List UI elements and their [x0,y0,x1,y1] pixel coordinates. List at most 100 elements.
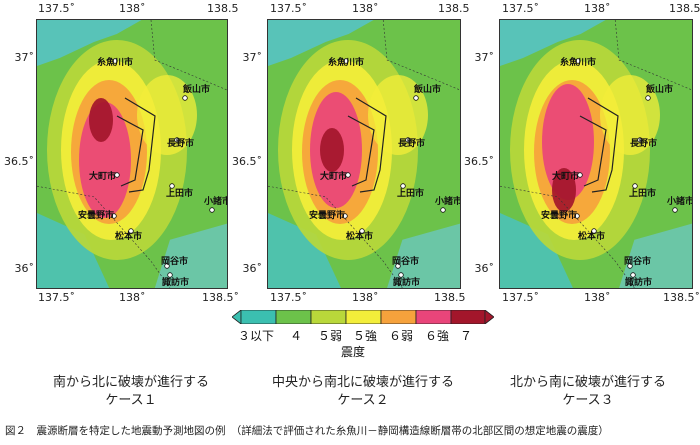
city-marker [128,228,134,234]
y-tick: 36˚ [14,262,35,275]
x-tick-top: 138˚ [352,2,379,15]
fault-segments [347,97,387,193]
y-tick: 37˚ [14,51,35,64]
city-label: 糸魚川市 [328,56,364,68]
city-label: 長野市 [630,137,657,149]
intensity-zone [137,75,197,155]
intensity-zone [368,75,428,155]
x-tick-bottom: 138˚ [119,291,146,304]
low-intensity-area [387,223,460,288]
city-marker [637,137,643,143]
legend-title: 震度 [341,345,366,359]
x-tick-bottom: 137.5˚ [502,291,539,304]
city-marker [413,95,419,101]
case-number: ケース３ [562,393,614,408]
y-tick: 36.5˚ [232,155,262,168]
city-marker [209,207,215,213]
fault-segments [579,97,619,193]
map-panel-2: 糸魚川市 飯山市 長野市 大町市 上田市 小諸市 安曇野市 松本市 岡谷市 諏訪市 [267,19,461,289]
city-label: 松本市 [115,230,142,242]
figure-caption: 図２ 震源断層を特定した地震動予測地図の例 （詳細法で評価された糸魚川－静岡構造… [5,425,609,437]
y-tick: 37˚ [242,51,263,64]
x-tick-top: 138.5 [207,2,239,15]
x-tick-bottom: 138˚ [352,291,379,304]
intensity-colorbar [232,310,494,324]
case-description: 中央から南北に破壊が進行する [271,375,454,390]
boundary-lines [268,20,460,288]
city-label: 岡谷市 [161,255,188,267]
intensity-zone [600,75,660,155]
x-tick-top: 137.5˚ [270,2,307,15]
sea-area [268,20,374,66]
city-marker [405,137,411,143]
fault-segments [116,97,156,193]
legend-label: ４ [290,329,303,343]
city-marker [632,183,638,189]
intensity-zone [552,168,576,212]
x-tick-bottom: 137.5˚ [38,291,75,304]
case-number: ケース２ [337,393,389,408]
y-tick: 37˚ [474,51,495,64]
city-label: 大町市 [552,170,579,182]
city-marker [112,58,118,64]
x-tick-bottom: 138.5 [434,291,466,304]
city-label: 長野市 [398,137,425,149]
city-label: 岡谷市 [624,255,651,267]
x-tick-bottom: 137.5˚ [270,291,307,304]
x-tick-top: 137.5˚ [38,2,75,15]
x-tick-top: 137.5˚ [502,2,539,15]
x-tick-top: 138˚ [584,2,611,15]
legend-label: ７ [460,329,473,343]
city-marker [167,272,173,278]
city-marker [342,213,348,219]
city-marker [577,172,583,178]
y-tick: 36.5˚ [4,155,34,168]
city-label: 安曇野市 [541,209,577,221]
city-label: 糸魚川市 [560,56,596,68]
city-label: 安曇野市 [78,209,114,221]
legend-label: ５強 [353,329,378,343]
sea-area [37,20,142,66]
city-label: 松本市 [346,230,373,242]
city-label: 飯山市 [413,83,441,95]
city-marker [345,172,351,178]
city-label: 安曇野市 [309,209,345,221]
intensity-zone [89,98,113,142]
city-label: 長野市 [167,137,194,149]
legend-label: ５弱 [318,329,343,343]
city-marker [440,207,446,213]
intensity-zone [320,128,344,172]
city-marker [164,263,170,269]
low-intensity-area [619,223,692,288]
legend-label: ６強 [425,329,450,343]
city-marker [114,172,120,178]
y-tick: 36˚ [242,262,263,275]
case-description: 北から南に破壊が進行する [509,375,666,390]
city-marker [359,228,365,234]
city-label: 諏訪市 [625,276,652,288]
city-marker [574,213,580,219]
case-label-2: 中央から南北に破壊が進行する ケース２ [250,374,476,410]
x-tick-bottom: 138.5˚ [202,291,239,304]
city-label: 諏訪市 [162,276,189,288]
city-marker [645,95,651,101]
x-tick-top: 138.5 [669,2,700,15]
x-tick-top: 138˚ [119,2,146,15]
city-label: 諏訪市 [393,276,420,288]
city-label: 大町市 [89,170,116,182]
city-label: 松本市 [578,230,605,242]
low-intensity-area [37,212,110,288]
low-intensity-area [154,223,227,288]
city-label: 岡谷市 [392,255,419,267]
city-marker [398,272,404,278]
city-label: 飯山市 [645,83,673,95]
legend-label: ６弱 [389,329,414,343]
city-label: 上田市 [166,187,193,199]
x-tick-bottom: 138˚ [584,291,611,304]
city-label: 上田市 [629,187,656,199]
case-label-1: 南から北に破壊が進行する ケース１ [18,374,244,410]
intensity-zone [542,84,594,200]
